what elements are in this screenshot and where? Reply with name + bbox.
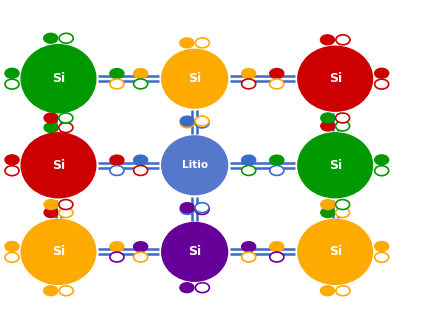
Circle shape bbox=[336, 35, 350, 45]
Ellipse shape bbox=[21, 133, 96, 198]
Circle shape bbox=[5, 79, 19, 89]
Circle shape bbox=[110, 166, 124, 175]
Circle shape bbox=[270, 69, 284, 78]
Circle shape bbox=[321, 113, 335, 123]
Circle shape bbox=[375, 68, 389, 78]
Circle shape bbox=[133, 79, 148, 89]
Ellipse shape bbox=[298, 133, 373, 198]
Circle shape bbox=[336, 286, 350, 296]
Circle shape bbox=[270, 242, 284, 251]
Circle shape bbox=[133, 242, 148, 251]
Circle shape bbox=[321, 121, 335, 131]
Circle shape bbox=[44, 286, 58, 296]
Circle shape bbox=[242, 242, 256, 251]
Circle shape bbox=[320, 35, 335, 45]
Circle shape bbox=[242, 155, 256, 165]
Circle shape bbox=[375, 252, 389, 262]
Circle shape bbox=[180, 38, 194, 48]
Circle shape bbox=[110, 69, 124, 78]
Text: Si: Si bbox=[329, 245, 342, 258]
Circle shape bbox=[321, 200, 335, 209]
Circle shape bbox=[59, 200, 73, 209]
Circle shape bbox=[133, 252, 148, 262]
Circle shape bbox=[195, 205, 209, 214]
Circle shape bbox=[44, 200, 58, 209]
Circle shape bbox=[133, 155, 148, 165]
Circle shape bbox=[242, 69, 256, 78]
Circle shape bbox=[375, 166, 389, 176]
Circle shape bbox=[270, 252, 284, 262]
Circle shape bbox=[270, 155, 284, 165]
Circle shape bbox=[133, 69, 148, 78]
Text: Si: Si bbox=[52, 245, 65, 258]
Circle shape bbox=[59, 33, 73, 43]
Ellipse shape bbox=[162, 222, 228, 281]
Circle shape bbox=[133, 166, 148, 175]
Circle shape bbox=[180, 203, 194, 212]
Circle shape bbox=[195, 203, 209, 212]
Circle shape bbox=[59, 113, 73, 123]
Circle shape bbox=[270, 79, 284, 89]
Circle shape bbox=[180, 205, 194, 214]
Circle shape bbox=[5, 241, 19, 251]
Circle shape bbox=[5, 252, 19, 262]
Ellipse shape bbox=[162, 49, 228, 108]
Circle shape bbox=[44, 123, 58, 133]
Circle shape bbox=[375, 155, 389, 165]
Circle shape bbox=[195, 116, 209, 126]
Circle shape bbox=[195, 118, 209, 128]
Circle shape bbox=[44, 208, 58, 217]
Ellipse shape bbox=[298, 219, 373, 284]
Circle shape bbox=[180, 116, 194, 126]
Circle shape bbox=[321, 208, 335, 217]
Ellipse shape bbox=[162, 136, 228, 195]
Circle shape bbox=[110, 79, 124, 89]
Circle shape bbox=[5, 155, 19, 165]
Circle shape bbox=[242, 79, 256, 89]
Circle shape bbox=[195, 283, 210, 293]
Circle shape bbox=[110, 242, 124, 251]
Circle shape bbox=[195, 38, 210, 48]
Circle shape bbox=[242, 166, 256, 175]
Text: Si: Si bbox=[188, 245, 201, 258]
Circle shape bbox=[335, 200, 350, 209]
Circle shape bbox=[44, 113, 58, 123]
Circle shape bbox=[180, 283, 194, 293]
Text: Si: Si bbox=[52, 159, 65, 172]
Circle shape bbox=[5, 68, 19, 78]
Circle shape bbox=[320, 286, 335, 296]
Text: Litio: Litio bbox=[182, 160, 208, 170]
Text: Si: Si bbox=[52, 72, 65, 85]
Text: Si: Si bbox=[329, 159, 342, 172]
Circle shape bbox=[5, 166, 19, 176]
Circle shape bbox=[335, 208, 350, 217]
Ellipse shape bbox=[298, 46, 373, 111]
Circle shape bbox=[59, 123, 73, 133]
Circle shape bbox=[110, 155, 124, 165]
Circle shape bbox=[59, 286, 73, 296]
Ellipse shape bbox=[21, 219, 96, 284]
Circle shape bbox=[44, 33, 58, 43]
Circle shape bbox=[335, 121, 350, 131]
Ellipse shape bbox=[21, 45, 96, 113]
Circle shape bbox=[110, 252, 124, 262]
Circle shape bbox=[180, 118, 194, 128]
Circle shape bbox=[270, 166, 284, 175]
Text: Si: Si bbox=[329, 72, 342, 85]
Text: Si: Si bbox=[188, 72, 201, 85]
Circle shape bbox=[335, 113, 350, 123]
Circle shape bbox=[242, 252, 256, 262]
Circle shape bbox=[375, 79, 389, 89]
Circle shape bbox=[59, 208, 73, 217]
Circle shape bbox=[375, 241, 389, 251]
